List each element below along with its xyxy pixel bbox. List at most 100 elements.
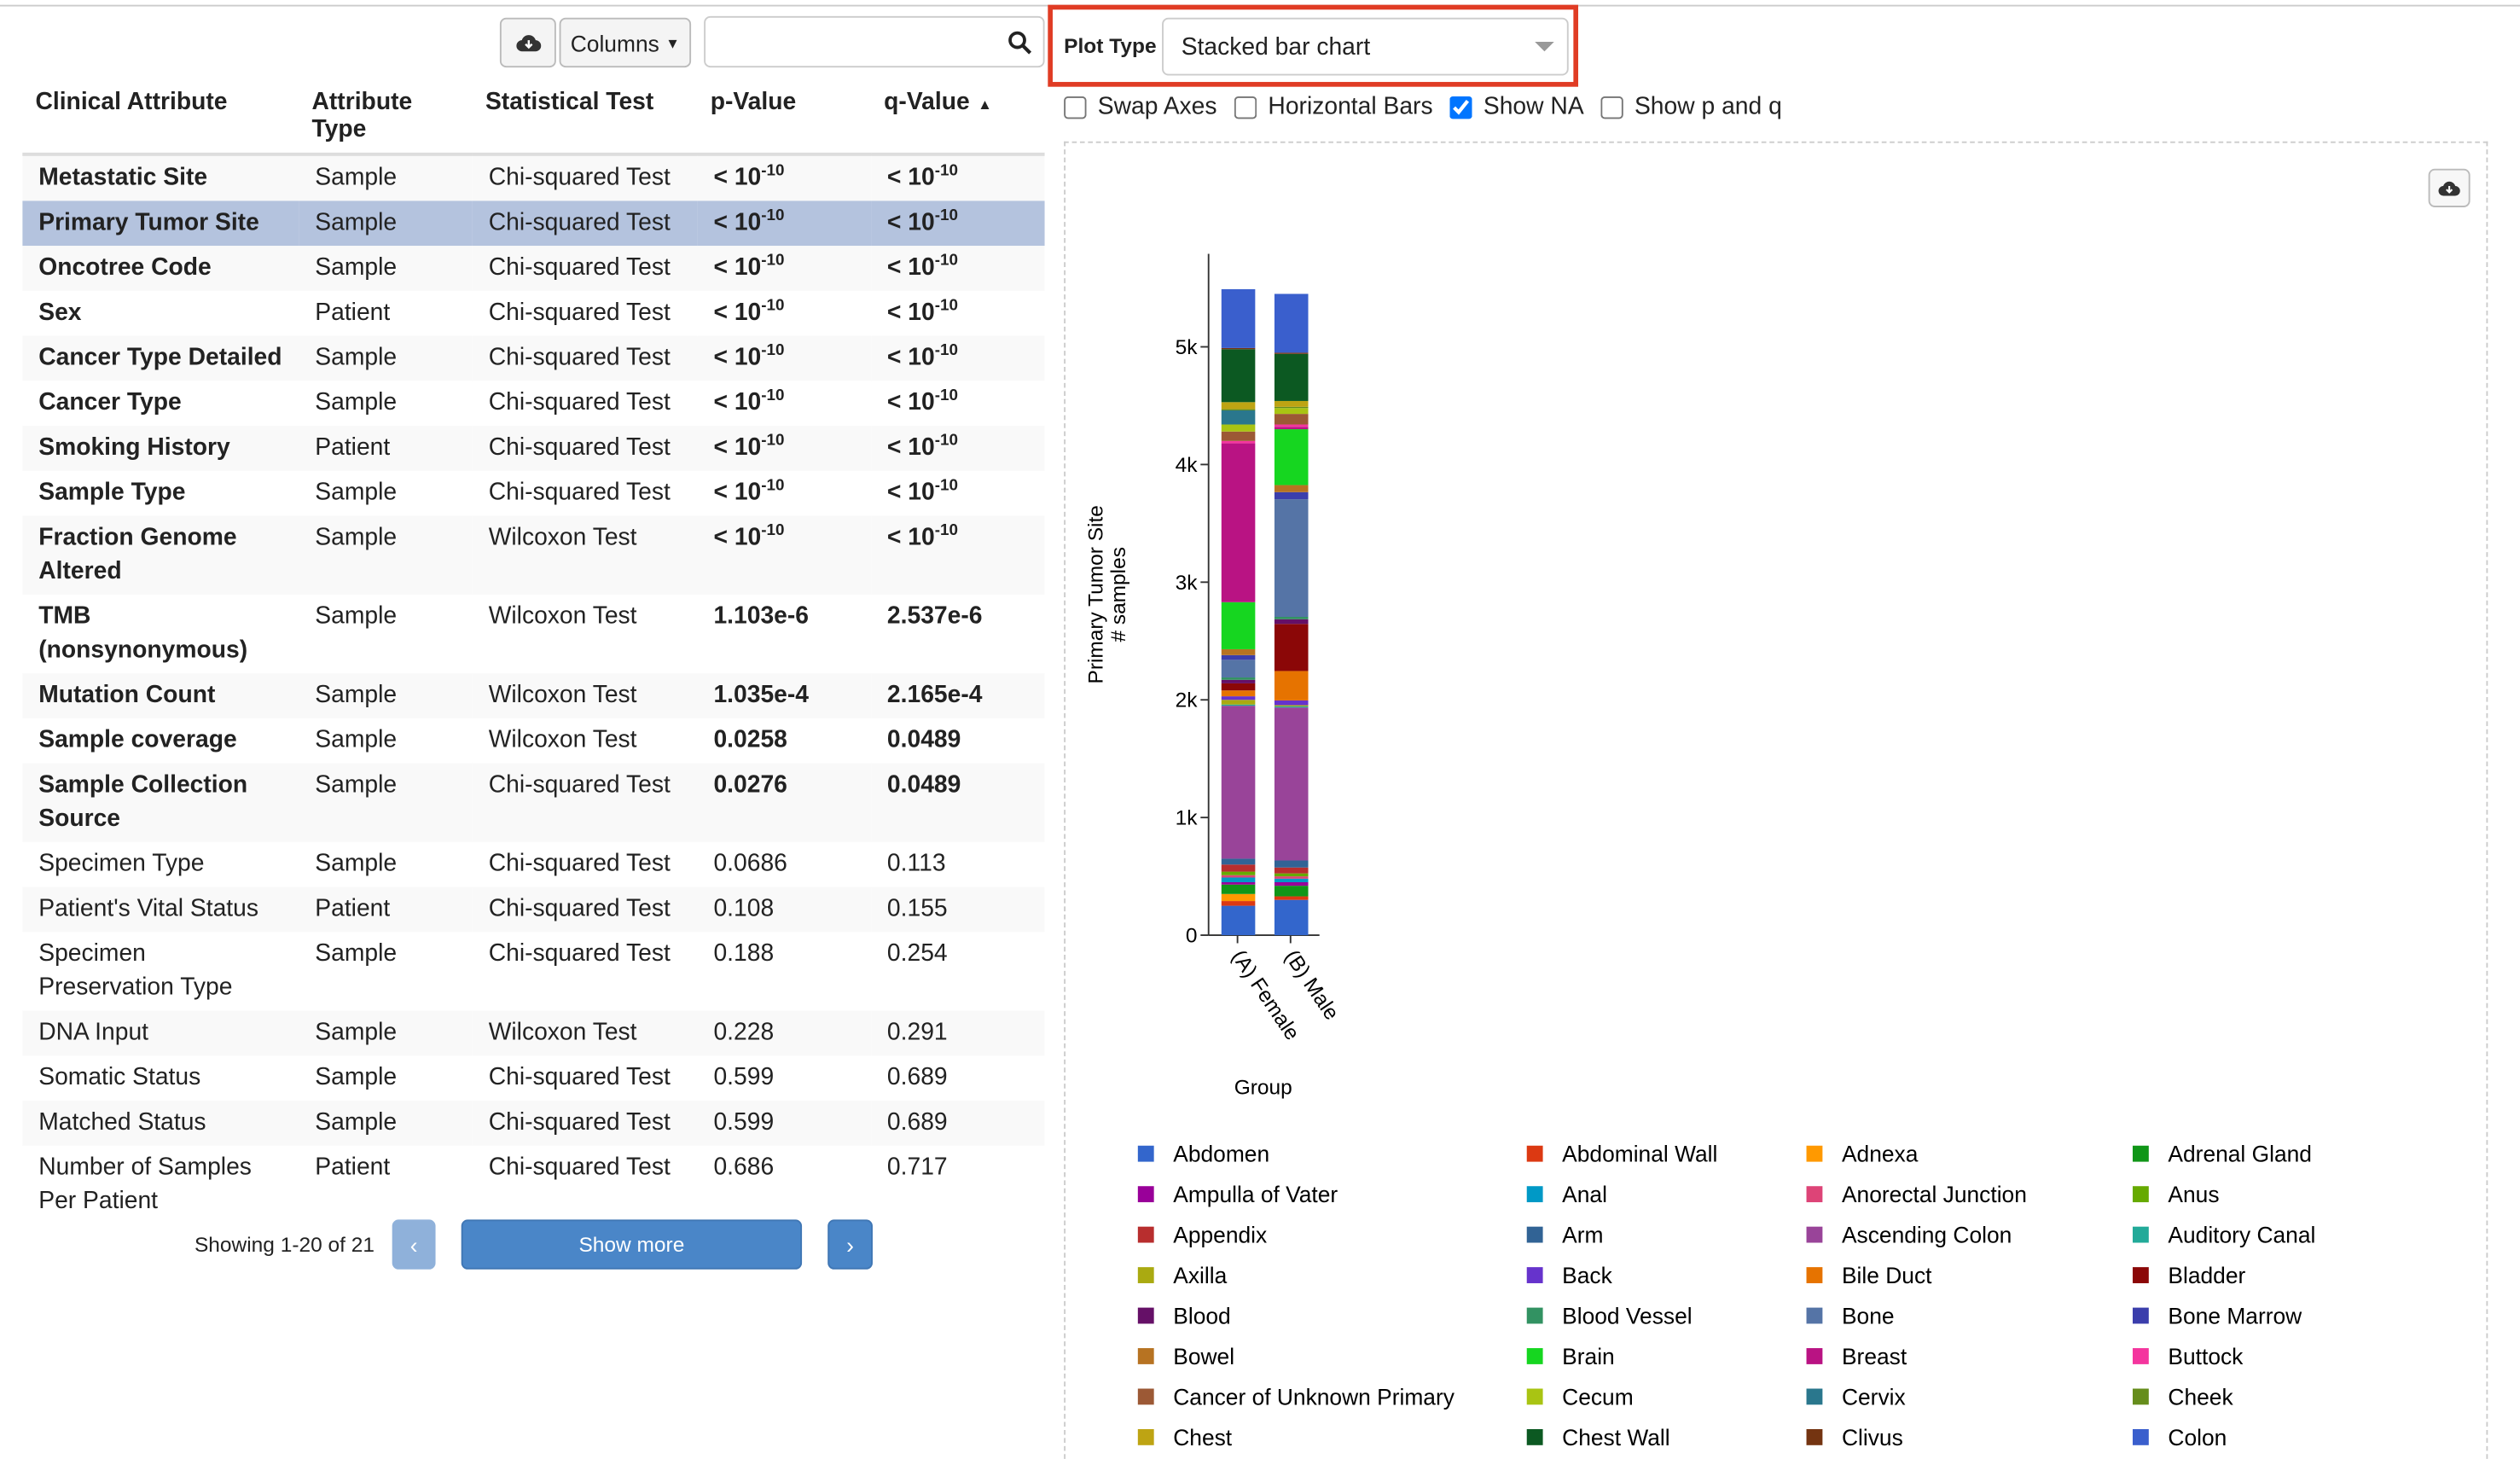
table-cell: 0.0489 bbox=[871, 763, 1045, 842]
legend-swatch bbox=[2132, 1348, 2149, 1364]
bar-segment bbox=[1274, 499, 1309, 618]
legend-label: Chest bbox=[1173, 1425, 1233, 1450]
table-cell: Metastatic Site bbox=[22, 154, 299, 201]
table-row[interactable]: Sample Type Sample Chi-squared Test < 10-10… bbox=[22, 471, 1044, 516]
table-row[interactable]: Sex Patient Chi-squared Test < 10-10 < 10-10 bbox=[22, 291, 1044, 336]
option[interactable]: Show p and q bbox=[1600, 93, 1782, 120]
value-exponent: -10 bbox=[761, 252, 785, 270]
plot-type-select[interactable]: Stacked bar chart bbox=[1162, 17, 1569, 76]
table-row[interactable]: Specimen Type Sample Chi-squared Test 0.068… bbox=[22, 842, 1044, 887]
legend-swatch bbox=[2132, 1186, 2149, 1203]
table-cell: Chi-squared Test bbox=[472, 154, 698, 201]
y-tick-label: 0 bbox=[1186, 925, 1198, 948]
legend-label: Abdomen bbox=[1173, 1142, 1269, 1167]
cell-text: 0.0686 bbox=[713, 850, 787, 878]
bar-segment bbox=[1221, 679, 1256, 683]
column-header: Attribute Type bbox=[299, 80, 473, 156]
table-row[interactable]: Specimen Preservation Type Sample Chi-squa… bbox=[22, 932, 1044, 1010]
table-row[interactable]: Sample coverage Sample Wilcoxon Test 0.0258… bbox=[22, 718, 1044, 764]
table-row[interactable]: Cancer Type Sample Chi-squared Test < 10-10… bbox=[22, 381, 1044, 426]
cell-text: Chi-squared Test bbox=[488, 850, 671, 878]
table-cell: Sample bbox=[299, 763, 473, 842]
table-cell: Sample bbox=[299, 718, 472, 764]
cell-text: Sample bbox=[315, 602, 398, 631]
table-cell: 0.717 bbox=[871, 1146, 1044, 1224]
table-cell: Sample bbox=[299, 201, 473, 247]
option[interactable]: Swap Axes bbox=[1064, 93, 1217, 120]
table-row[interactable]: Cancer Type Detailed Sample Chi-squared Te… bbox=[22, 335, 1045, 381]
table-row[interactable]: Metastatic Site Sample Chi-squared Test < 1… bbox=[22, 154, 1045, 201]
legend-swatch bbox=[1806, 1145, 1823, 1162]
table-row[interactable]: Smoking History Patient Chi-squared Test < … bbox=[22, 426, 1045, 471]
cell-text: Sample bbox=[315, 850, 398, 878]
option[interactable]: Show NA bbox=[1449, 93, 1584, 120]
table-row[interactable]: TMB (nonsynonymous) Sample Wilcoxon Test 1.… bbox=[22, 595, 1044, 673]
value-exponent: -10 bbox=[761, 297, 785, 316]
legend-swatch bbox=[1806, 1388, 1823, 1405]
table-cell: 0.108 bbox=[697, 886, 872, 933]
cell-text: Specimen Preservation Type bbox=[38, 939, 233, 1002]
table-row[interactable]: Oncotree Code Sample Chi-squared Test < 10-… bbox=[22, 246, 1045, 291]
table-cell: Sample bbox=[299, 595, 472, 673]
table-row[interactable]: Primary Tumor Site Sample Chi-squared Test… bbox=[22, 201, 1045, 247]
bar-segment bbox=[1274, 353, 1309, 401]
value-base: < 10 bbox=[886, 479, 935, 507]
table-cell: Specimen Preservation Type bbox=[22, 932, 299, 1010]
plot-type-label: Plot Type bbox=[1064, 33, 1157, 58]
legend-swatch bbox=[1806, 1307, 1823, 1324]
value-exponent: -10 bbox=[934, 477, 958, 496]
table-cell: < 10-10 bbox=[697, 201, 872, 247]
download-button[interactable] bbox=[499, 17, 556, 68]
table-cell: < 10-10 bbox=[698, 471, 871, 516]
columns-button[interactable]: Columns ▼ bbox=[559, 17, 692, 68]
table-row[interactable]: DNA Input Sample Wilcoxon Test 0.228 0.291 bbox=[22, 1010, 1045, 1056]
option[interactable]: Horizontal Bars bbox=[1234, 93, 1433, 120]
cell-text: Sample bbox=[315, 388, 398, 416]
next-button[interactable]: › bbox=[827, 1219, 873, 1270]
y-tick-label: 5k bbox=[1176, 336, 1199, 359]
bar-segment bbox=[1221, 858, 1256, 865]
checkbox[interactable] bbox=[1600, 96, 1623, 119]
table-cell: 0.689 bbox=[871, 1101, 1045, 1146]
bar-segment bbox=[1221, 677, 1256, 680]
checkbox[interactable] bbox=[1234, 96, 1257, 119]
show-more-button[interactable]: Show more bbox=[461, 1219, 803, 1270]
bar-segment bbox=[1221, 440, 1256, 444]
legend-swatch bbox=[1137, 1307, 1154, 1324]
table-row[interactable]: Somatic Status Sample Chi-squared Test 0.59… bbox=[22, 1055, 1044, 1101]
table-cell: < 10-10 bbox=[697, 335, 872, 381]
checkbox[interactable] bbox=[1064, 96, 1087, 119]
table-row[interactable]: Fraction Genome Altered Sample Wilcoxon Te… bbox=[22, 515, 1045, 595]
cell-text: 0.599 bbox=[713, 1108, 775, 1136]
legend-label: Ascending Colon bbox=[1842, 1223, 2012, 1248]
search-input[interactable] bbox=[704, 15, 1045, 68]
table-row[interactable]: Number of Samples Per Patient Patient Chi-… bbox=[22, 1146, 1044, 1224]
table-cell: 0.599 bbox=[697, 1101, 872, 1146]
legend-swatch bbox=[1137, 1428, 1154, 1445]
legend-label: Colon bbox=[2168, 1425, 2227, 1450]
prev-button[interactable]: ‹ bbox=[392, 1219, 436, 1270]
plot-download-button[interactable] bbox=[2428, 168, 2471, 207]
table-row[interactable]: Mutation Count Sample Wilcoxon Test 1.035e-… bbox=[22, 673, 1045, 718]
table-row[interactable]: Sample Collection Source Sample Chi-square… bbox=[22, 763, 1045, 842]
legend-label: Blood Vessel bbox=[1562, 1303, 1692, 1328]
table-row[interactable]: Matched Status Sample Chi-squared Test 0.59… bbox=[22, 1101, 1045, 1146]
value-base: < 10 bbox=[886, 344, 935, 372]
cell-text: Patient bbox=[315, 1154, 391, 1182]
bar-segment bbox=[1221, 905, 1256, 936]
table-row[interactable]: Patient's Vital Status Patient Chi-squared… bbox=[22, 886, 1045, 933]
checkbox[interactable] bbox=[1449, 96, 1472, 119]
value-base: < 10 bbox=[713, 523, 762, 551]
dropdown-arrow bbox=[1535, 41, 1554, 52]
value-exponent: -10 bbox=[934, 522, 958, 540]
table-cell: < 10-10 bbox=[871, 515, 1045, 595]
value-exponent: -10 bbox=[761, 162, 785, 180]
cell-text: Patient bbox=[315, 433, 391, 462]
legend-label: Axilla bbox=[1173, 1263, 1227, 1288]
value-exponent: -10 bbox=[761, 432, 785, 450]
legend-label: Appendix bbox=[1173, 1223, 1267, 1248]
cell-text: 0.0276 bbox=[713, 770, 787, 799]
table-cell: Primary Tumor Site bbox=[22, 201, 299, 247]
cell-text: Patient's Vital Status bbox=[38, 894, 259, 922]
